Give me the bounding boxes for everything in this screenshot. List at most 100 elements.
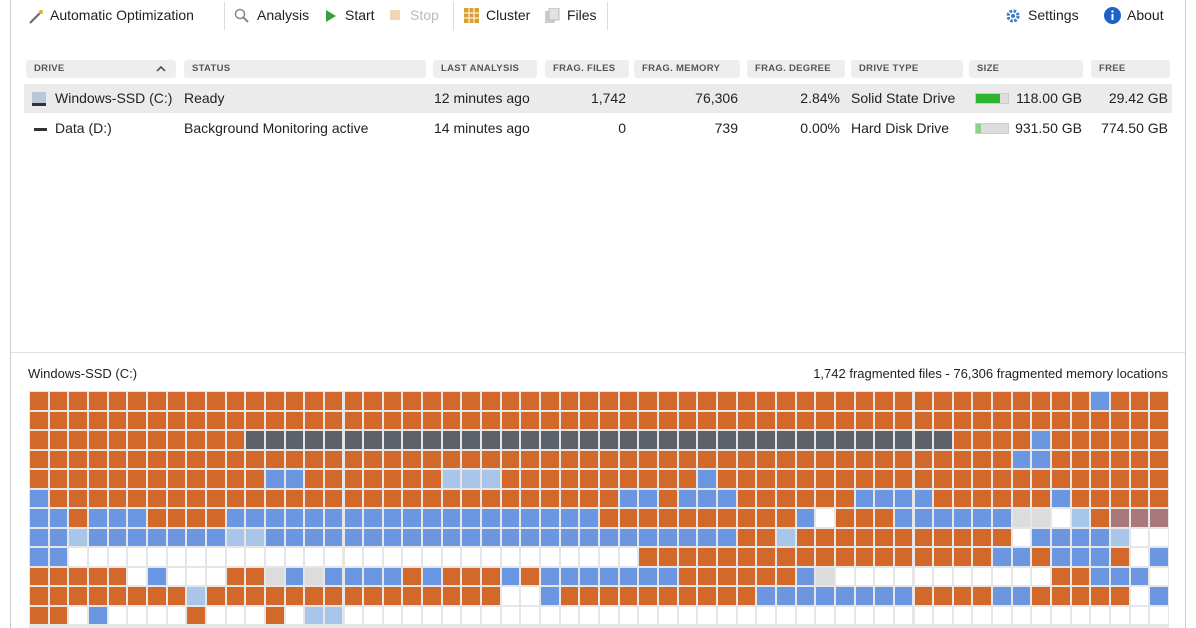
cluster-block <box>1032 450 1051 468</box>
cluster-block <box>757 548 775 566</box>
cluster-block <box>206 489 225 507</box>
cluster-block <box>364 470 382 488</box>
capacity-bar <box>975 123 1009 134</box>
cluster-block <box>305 489 323 507</box>
cluster-block <box>403 411 422 429</box>
cluster-block <box>659 567 677 585</box>
cluster-block <box>442 470 461 488</box>
cluster-block <box>423 489 441 507</box>
cluster-block <box>914 548 933 566</box>
cluster-block <box>875 528 893 546</box>
cluster-block <box>796 548 815 566</box>
cluster-block <box>482 411 500 429</box>
cluster-block <box>678 528 697 546</box>
cluster-block <box>639 489 657 507</box>
cluster-block <box>816 470 834 488</box>
column-header[interactable]: DRIVE <box>26 60 176 78</box>
cluster-block <box>717 489 736 507</box>
cluster-block <box>973 392 992 410</box>
about-button[interactable]: About <box>1127 7 1164 23</box>
cluster-block <box>875 470 893 488</box>
settings-button[interactable]: Settings <box>1028 7 1079 23</box>
cluster-block <box>442 509 461 527</box>
cluster-block <box>737 509 756 527</box>
cluster-block <box>934 528 952 546</box>
cluster-block <box>659 411 677 429</box>
cluster-block <box>1012 411 1031 429</box>
cluster-block <box>659 470 677 488</box>
stop-button[interactable]: Stop <box>410 7 439 23</box>
cluster-block <box>501 489 520 507</box>
column-header[interactable]: STATUS <box>184 60 426 78</box>
cluster-block <box>934 548 952 566</box>
analysis-button[interactable]: Analysis <box>257 7 310 23</box>
cluster-block <box>953 528 972 546</box>
cluster-block <box>521 411 540 429</box>
cluster-block <box>1052 470 1070 488</box>
cluster-block <box>796 509 815 527</box>
table-cell: 2.84% <box>800 90 840 106</box>
cluster-block <box>206 431 225 449</box>
cluster-block <box>659 587 677 605</box>
cluster-block <box>501 470 520 488</box>
cluster-block <box>757 528 775 546</box>
cluster-block <box>482 606 500 624</box>
cluster-block <box>246 450 264 468</box>
cluster-block <box>678 431 697 449</box>
cluster-block <box>835 528 854 546</box>
column-header[interactable]: FRAG. FILES <box>545 60 629 78</box>
cluster-block <box>403 489 422 507</box>
cluster-block <box>757 470 775 488</box>
start-button[interactable]: Start <box>345 7 375 23</box>
cluster-block <box>147 392 166 410</box>
cluster-block <box>423 606 441 624</box>
cluster-block <box>442 528 461 546</box>
cluster-block <box>344 450 363 468</box>
cluster-block <box>1052 509 1070 527</box>
cluster-block <box>776 567 795 585</box>
column-header[interactable]: FREE <box>1091 60 1170 78</box>
cluster-button[interactable]: Cluster <box>486 7 531 23</box>
cluster-block <box>521 470 540 488</box>
cluster-block <box>560 411 579 429</box>
column-header[interactable]: DRIVE TYPE <box>851 60 963 78</box>
cluster-block <box>167 411 186 429</box>
cluster-block <box>1032 587 1051 605</box>
cluster-block <box>206 450 225 468</box>
column-header[interactable]: LAST ANALYSIS <box>433 60 537 78</box>
column-header[interactable]: FRAG. DEGREE <box>747 60 845 78</box>
cluster-block <box>796 528 815 546</box>
column-header[interactable]: SIZE <box>969 60 1083 78</box>
cluster-block <box>30 606 48 624</box>
cluster-block <box>953 509 972 527</box>
cluster-block <box>1071 528 1090 546</box>
cluster-block <box>265 431 284 449</box>
cluster-block <box>835 606 854 624</box>
cluster-block <box>265 489 284 507</box>
cluster-block <box>128 528 146 546</box>
cluster-block <box>1071 567 1090 585</box>
column-header[interactable]: FRAG. MEMORY <box>634 60 740 78</box>
cluster-block <box>855 528 874 546</box>
auto-optimization-button[interactable]: Automatic Optimization <box>50 7 194 23</box>
cluster-block <box>383 489 402 507</box>
cluster-block <box>1130 528 1149 546</box>
cluster-block <box>639 587 657 605</box>
cluster-block <box>541 470 559 488</box>
cluster-block <box>187 450 205 468</box>
cluster-block <box>1111 509 1129 527</box>
cluster-block <box>875 489 893 507</box>
files-button[interactable]: Files <box>567 7 597 23</box>
cluster-block <box>442 431 461 449</box>
cluster-block <box>1150 509 1168 527</box>
cluster-block <box>1111 470 1129 488</box>
cluster-block <box>305 411 323 429</box>
cluster-block <box>1071 548 1090 566</box>
cluster-block <box>875 431 893 449</box>
cluster-block <box>108 450 127 468</box>
cluster-block <box>324 431 343 449</box>
cluster-block <box>69 567 87 585</box>
cluster-block <box>541 489 559 507</box>
cluster-block <box>914 450 933 468</box>
cluster-block <box>796 587 815 605</box>
